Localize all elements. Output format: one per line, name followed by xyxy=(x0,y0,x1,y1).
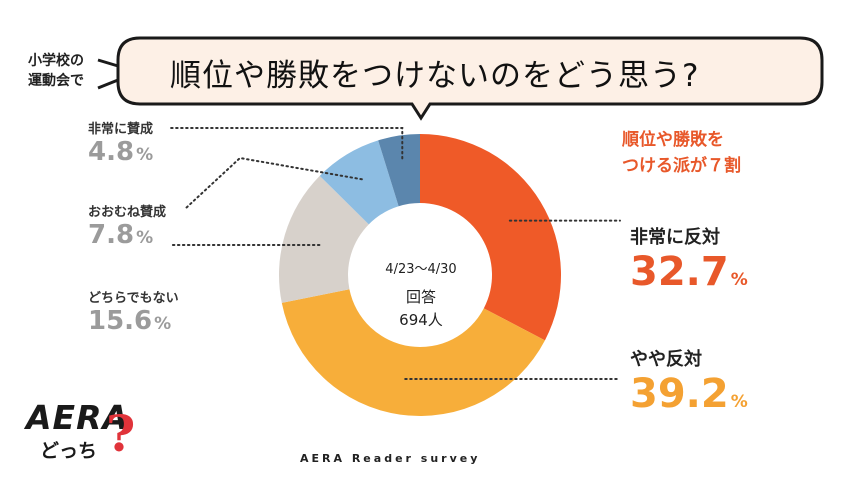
legend-value: 15.6% xyxy=(88,306,172,336)
prefix-line-2: 運動会で xyxy=(28,73,84,89)
bubble-shape xyxy=(116,36,824,121)
leader-line xyxy=(185,156,363,209)
legend-value: 4.8% xyxy=(88,137,154,167)
legend-neutral: どちらでもない 15.6% xyxy=(88,287,179,336)
legend-label: 非常に反対 xyxy=(630,227,720,248)
logo-aera-text: AERA xyxy=(26,398,130,437)
headline: 順位や勝敗を つける派が７割 xyxy=(622,127,741,179)
aera-docchi-logo: AERA どっち ? xyxy=(26,398,146,468)
legend-strongly-agree: 非常に賛成 4.8% xyxy=(88,118,153,167)
question-prefix: 小学校の 運動会で xyxy=(28,51,84,91)
legend-somewhat-oppose: やや反対 39.2% xyxy=(630,345,748,417)
legend-value: 7.8% xyxy=(88,220,154,250)
prefix-line-1: 小学校の xyxy=(28,53,84,69)
legend-label: 非常に賛成 xyxy=(88,122,154,137)
source-note: AERA Reader survey xyxy=(300,452,481,465)
question-title: 順位や勝敗をつけないのをどう思う? xyxy=(170,58,700,94)
survey-dates: 4/23～4/30 xyxy=(385,262,457,277)
donut-slice xyxy=(319,140,399,225)
headline-line-1: 順位や勝敗を xyxy=(622,130,724,150)
legend-value: 32.7% xyxy=(630,249,748,295)
legend-label: どちらでもない xyxy=(88,291,179,306)
bubble-pointer-line xyxy=(97,78,119,90)
legend-value: 39.2% xyxy=(630,371,748,417)
donut-slice xyxy=(281,289,545,416)
legend-label: おおむね賛成 xyxy=(88,205,167,220)
logo-docchi-text: どっち xyxy=(40,440,98,462)
donut-slice xyxy=(378,134,420,207)
chart-center: 4/23～4/30 回答 694人 xyxy=(355,258,487,330)
bubble-pointer-line xyxy=(97,58,119,68)
legend-strongly-oppose: 非常に反対 32.7% xyxy=(630,223,748,295)
legend-mostly-agree: おおむね賛成 7.8% xyxy=(88,201,166,250)
legend-label: やや反対 xyxy=(630,349,702,370)
respondents-count: 694人 xyxy=(399,311,443,329)
question-mark-icon: ? xyxy=(106,404,136,463)
donut-slice xyxy=(420,134,561,341)
headline-line-2: つける派が７割 xyxy=(622,156,741,176)
respondents-label: 回答 xyxy=(405,288,436,306)
leader-line xyxy=(169,127,404,160)
donut-slice xyxy=(279,175,369,303)
